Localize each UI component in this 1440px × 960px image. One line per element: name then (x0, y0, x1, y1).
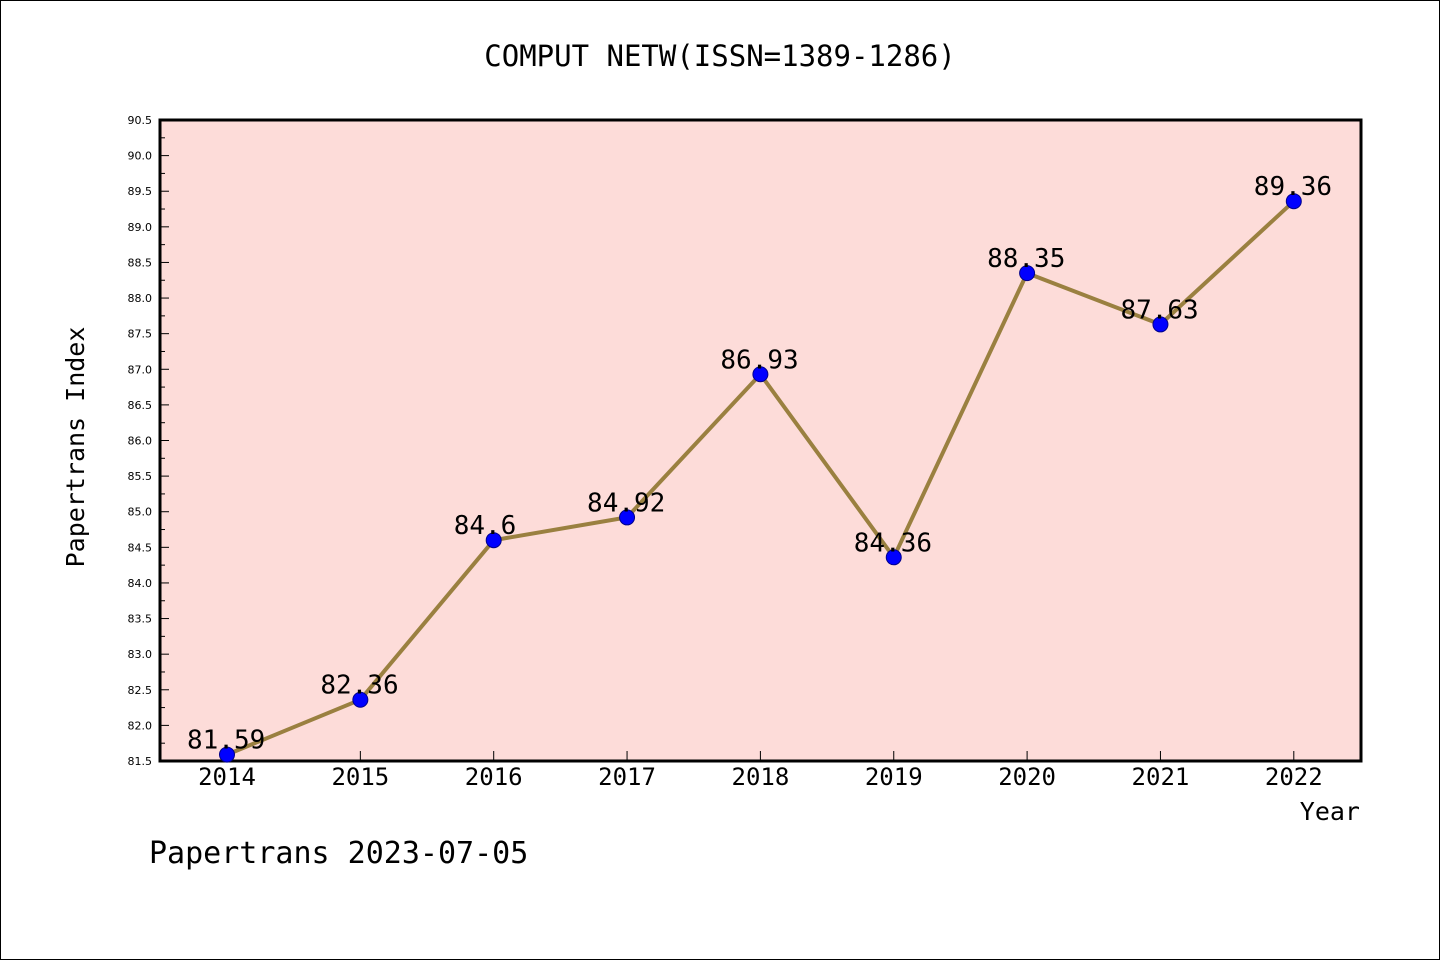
x-tick-label: 2018 (732, 763, 790, 791)
y-tick-label: 81.5 (128, 755, 153, 768)
y-tick-label: 88.0 (128, 292, 153, 305)
data-label: 86.93 (720, 345, 798, 375)
y-axis-label: Papertrans Index (61, 327, 90, 568)
data-label: 87.63 (1120, 295, 1198, 325)
y-tick-label: 86.5 (128, 399, 153, 412)
y-tick-label: 85.5 (128, 470, 153, 483)
x-axis-label: Year (1300, 797, 1360, 826)
y-tick-label: 85.0 (128, 506, 153, 519)
y-tick-label: 87.0 (128, 363, 153, 376)
x-tick-label: 2021 (1132, 763, 1190, 791)
data-point (352, 691, 369, 708)
data-labels: 81.59 82.36 84.6 84.92 86.93 84.36 88.35 87.63 8… (187, 172, 1332, 755)
data-point (752, 366, 769, 383)
data-point (1152, 316, 1169, 333)
y-tick-label: 83.0 (128, 648, 153, 661)
y-tick-label: 82.0 (128, 719, 153, 732)
x-tick-label: 2017 (598, 763, 656, 791)
series-line-group (219, 193, 1302, 763)
y-tick-label: 84.0 (128, 577, 153, 590)
data-label: 84.92 (587, 488, 665, 518)
y-tick-label: 89.0 (128, 221, 153, 234)
y-tick-label: 89.5 (128, 185, 153, 198)
data-point (885, 549, 902, 566)
data-label: 88.35 (987, 244, 1065, 274)
y-tick-label: 84.5 (128, 541, 153, 554)
data-label: 84.36 (854, 528, 932, 558)
x-tick-label: 2014 (198, 763, 256, 791)
y-tick-label: 90.5 (128, 114, 153, 127)
x-tick-label: 2020 (998, 763, 1056, 791)
data-label: 82.36 (320, 671, 398, 701)
y-tick-label: 86.0 (128, 435, 153, 448)
plot-area (158, 118, 1363, 763)
data-point (485, 532, 502, 549)
data-point (619, 509, 636, 526)
x-tick-label: 2019 (865, 763, 923, 791)
y-axis: 81.5 82.0 82.5 83.0 83.5 84.0 84.5 85.0 85.5 86.0… (128, 114, 169, 768)
x-axis: 2014 2015 2016 2017 2018 2019 2020 2021 2022 (198, 751, 1323, 791)
y-tick-label: 90.0 (128, 150, 153, 163)
chart-title: COMPUT NETW(ISSN=1389-1286) (484, 39, 955, 73)
data-point (1019, 265, 1036, 282)
data-point (1285, 193, 1302, 210)
x-tick-label: 2015 (331, 763, 389, 791)
data-label: 89.36 (1254, 172, 1332, 202)
footer-stamp: Papertrans 2023-07-05 (149, 836, 528, 871)
y-tick-label: 83.5 (128, 613, 153, 626)
data-point (219, 746, 235, 763)
data-label: 81.59 (187, 726, 265, 756)
y-tick-label: 88.5 (128, 256, 153, 269)
y-tick-label: 87.5 (128, 328, 153, 341)
x-tick-label: 2022 (1265, 763, 1323, 791)
x-tick-label: 2016 (465, 763, 523, 791)
data-label: 84.6 (454, 511, 517, 541)
y-tick-label: 82.5 (128, 684, 153, 697)
